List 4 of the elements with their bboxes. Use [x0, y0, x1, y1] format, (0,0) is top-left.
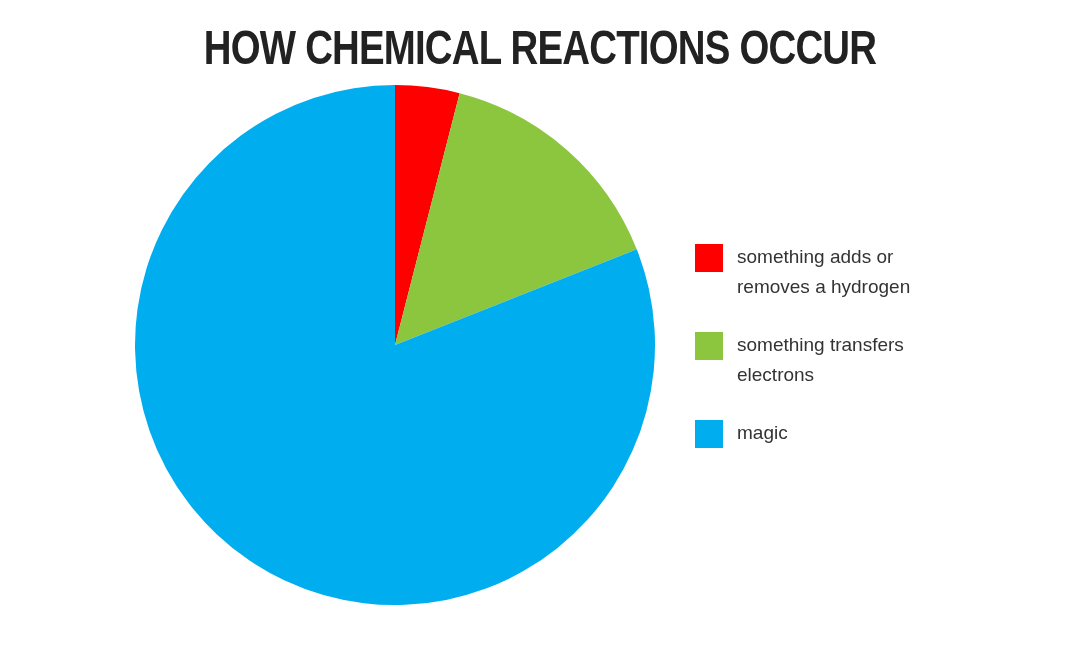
chart-title: HOW CHEMICAL REACTIONS OCCUR: [202, 20, 878, 75]
legend-label: something adds or removes a hydrogen: [737, 245, 912, 299]
legend-label: magic: [737, 421, 788, 445]
legend-label: something transfers electrons: [737, 333, 905, 387]
